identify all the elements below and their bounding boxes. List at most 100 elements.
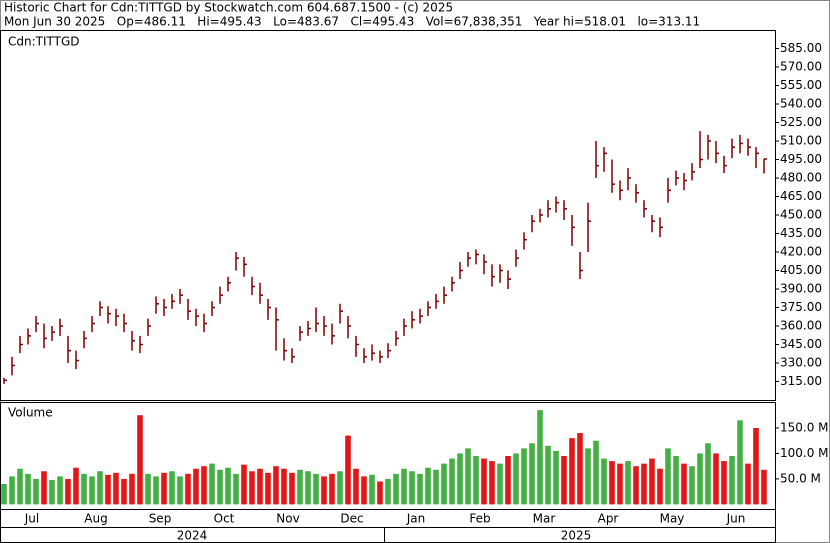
volume-bar xyxy=(249,471,255,505)
volume-bar xyxy=(233,473,239,505)
y-tick-label: 525.00 xyxy=(780,115,822,129)
year-label: 2025 xyxy=(561,529,592,543)
volume-bar xyxy=(145,473,151,505)
volume-bar xyxy=(289,472,295,505)
volume-bar xyxy=(601,458,607,505)
month-label: Jul xyxy=(24,512,39,526)
volume-bar xyxy=(241,464,247,505)
volume-bar xyxy=(137,415,143,505)
volume-bar xyxy=(673,455,679,505)
month-label: Sep xyxy=(149,512,172,526)
volume-bar xyxy=(649,458,655,505)
volume-bar xyxy=(521,448,527,505)
volume-bar xyxy=(593,440,599,505)
volume-bar xyxy=(305,471,311,505)
volume-bar xyxy=(217,469,223,505)
volume-bar xyxy=(113,472,119,505)
y-tick-label: 495.00 xyxy=(780,152,822,166)
month-label: Oct xyxy=(214,512,235,526)
y-tick-label: 345.00 xyxy=(780,337,822,351)
volume-bar xyxy=(561,455,567,505)
volume-bar xyxy=(401,468,407,505)
volume-bar xyxy=(345,435,351,505)
volume-bar xyxy=(409,471,415,505)
volume-bar xyxy=(313,473,319,505)
volume-bar xyxy=(577,433,583,505)
year-label: 2024 xyxy=(177,529,208,543)
volume-bar xyxy=(697,453,703,505)
volume-bar xyxy=(273,466,279,505)
volume-bar xyxy=(473,455,479,505)
volume-bar xyxy=(753,427,759,505)
y-tick-label: 420.00 xyxy=(780,245,822,259)
volume-bar xyxy=(49,479,55,505)
volume-bar xyxy=(441,463,447,505)
y2-tick-label: 50.0 M xyxy=(780,471,821,485)
y-tick-label: 465.00 xyxy=(780,189,822,203)
volume-bar xyxy=(225,467,231,505)
volume-bar xyxy=(537,410,543,505)
month-label: Jun xyxy=(726,512,746,526)
y2-tick-label: 150.0 M xyxy=(780,420,829,434)
month-label: Nov xyxy=(276,512,299,526)
volume-bar xyxy=(265,472,271,505)
volume-bar xyxy=(257,468,263,505)
y-tick-label: 480.00 xyxy=(780,171,822,185)
month-label: Mar xyxy=(533,512,556,526)
month-label: Feb xyxy=(469,512,490,526)
volume-bar xyxy=(705,443,711,505)
volume-bar xyxy=(193,468,199,505)
volume-bar xyxy=(297,469,303,505)
volume-bar xyxy=(41,471,47,505)
volume-bar xyxy=(281,468,287,505)
header-line: Mon Jun 30 2025 Op=486.11 Hi=495.43 Lo=4… xyxy=(4,15,700,29)
y-tick-label: 540.00 xyxy=(780,97,822,111)
y-tick-label: 330.00 xyxy=(780,356,822,370)
volume-bar xyxy=(449,458,455,505)
volume-bar xyxy=(481,458,487,505)
volume-bar xyxy=(129,473,135,505)
month-label: Dec xyxy=(340,512,363,526)
y-tick-label: 570.00 xyxy=(780,60,822,74)
volume-bar xyxy=(681,463,687,505)
volume-bar xyxy=(153,476,159,505)
volume-bar xyxy=(553,450,559,505)
volume-bar xyxy=(33,478,39,505)
y-tick-label: 435.00 xyxy=(780,226,822,240)
volume-bar xyxy=(417,473,423,505)
volume-bar xyxy=(665,448,671,505)
volume-bar xyxy=(457,453,463,505)
volume-bar xyxy=(729,455,735,505)
y-tick-label: 450.00 xyxy=(780,208,822,222)
volume-bar xyxy=(625,461,631,505)
y-tick-label: 405.00 xyxy=(780,263,822,277)
header-line: Historic Chart for Cdn:TITTGD by Stockwa… xyxy=(4,1,453,15)
volume-bar xyxy=(489,461,495,505)
y-tick-label: 315.00 xyxy=(780,374,822,388)
volume-bar xyxy=(393,473,399,505)
volume-bar xyxy=(353,468,359,505)
volume-bar xyxy=(1,484,7,505)
volume-bar xyxy=(529,443,535,505)
volume-bar xyxy=(385,478,391,505)
volume-bar xyxy=(25,473,31,505)
volume-bar xyxy=(609,461,615,505)
volume-bar xyxy=(9,476,15,505)
volume-bar xyxy=(569,438,575,505)
volume-bar xyxy=(545,445,551,505)
volume-bar xyxy=(585,448,591,505)
volume-bar xyxy=(377,481,383,505)
volume-bar xyxy=(497,463,503,505)
month-label: Apr xyxy=(598,512,619,526)
volume-bar xyxy=(209,463,215,505)
panel-label: Cdn:TITTGD xyxy=(8,35,80,49)
volume-bar xyxy=(169,471,175,505)
volume-bar xyxy=(65,478,71,505)
volume-bar xyxy=(633,466,639,505)
volume-bar xyxy=(337,471,343,505)
volume-bar xyxy=(105,474,111,505)
volume-bar xyxy=(713,453,719,505)
